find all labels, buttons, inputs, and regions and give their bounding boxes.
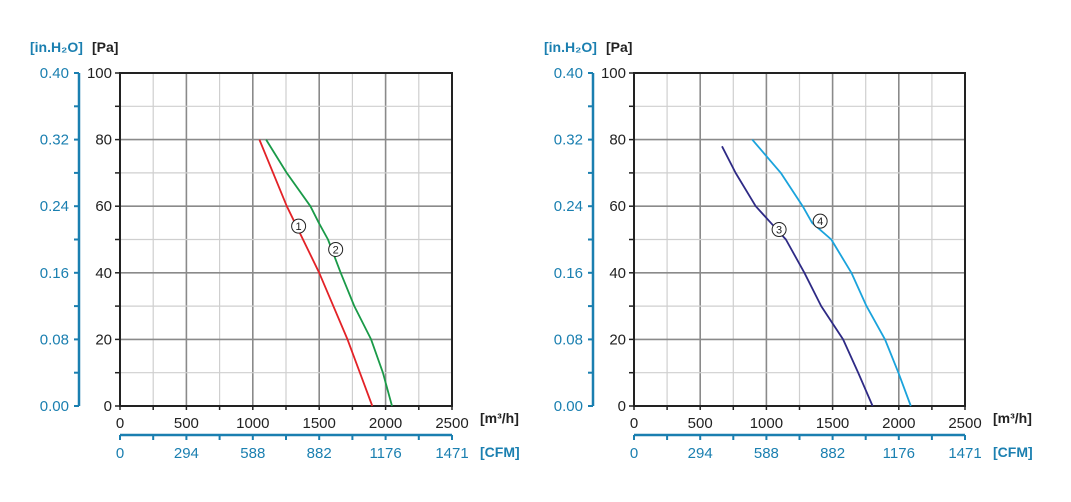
y-tick-label: 0 — [618, 398, 626, 415]
curve-label-circle — [812, 213, 828, 229]
x-tick-label: 1000 — [236, 415, 269, 432]
curve-3 — [721, 145, 874, 407]
x2-axis-unit: [CFM] — [480, 444, 520, 460]
y-tick-label: 20 — [95, 331, 112, 348]
y2-tick-label: 0.32 — [554, 132, 583, 149]
x2-tick-label: 294 — [688, 445, 713, 462]
curve-label-circle — [291, 218, 307, 234]
x2-tick-label: 1176 — [883, 445, 915, 462]
y2-axis-unit: [in.H₂O] — [544, 39, 597, 55]
y-tick-label: 40 — [95, 265, 112, 282]
x-tick-label: 1500 — [303, 415, 336, 432]
x-tick-label: 500 — [174, 415, 199, 432]
x-tick-label: 1000 — [750, 415, 783, 432]
y2-tick-label: 0.24 — [40, 198, 69, 215]
x-axis-unit: [m³/h] — [480, 410, 519, 426]
y-axis-unit: [Pa] — [606, 39, 632, 55]
x2-tick-label: 0 — [116, 445, 124, 462]
x2-tick-label: 1471 — [435, 445, 468, 462]
y-tick-label: 100 — [87, 65, 112, 82]
curve-label-1: 1 — [291, 218, 307, 234]
y-tick-label: 60 — [95, 198, 112, 215]
x2-tick-label: 588 — [240, 445, 265, 462]
y2-tick-label: 0.32 — [40, 132, 69, 149]
y2-tick-label: 0.08 — [40, 331, 69, 348]
x-tick-label: 0 — [630, 415, 638, 432]
y2-tick-label: 0.16 — [40, 265, 69, 282]
y2-tick-label: 0.40 — [40, 65, 69, 82]
curve-label-text: 3 — [776, 225, 782, 237]
y2-tick-label: 0.00 — [554, 398, 583, 415]
y-tick-label: 80 — [609, 132, 626, 149]
curve-label-circle — [771, 222, 787, 238]
x2-axis-unit: [CFM] — [993, 444, 1033, 460]
x2-tick-label: 882 — [820, 445, 845, 462]
y2-tick-label: 0.24 — [554, 198, 583, 215]
x-tick-label: 1500 — [816, 415, 849, 432]
curve-label-text: 4 — [817, 216, 823, 228]
x2-tick-label: 0 — [630, 445, 638, 462]
curve-label-text: 1 — [296, 221, 302, 233]
y-axis-unit: [Pa] — [92, 39, 118, 55]
x2-tick-label: 588 — [754, 445, 779, 462]
y-tick-label: 40 — [609, 265, 626, 282]
y2-axis-unit: [in.H₂O] — [30, 39, 83, 55]
x2-tick-label: 1176 — [369, 445, 401, 462]
y-tick-label: 60 — [609, 198, 626, 215]
y2-tick-label: 0.08 — [554, 331, 583, 348]
y-tick-label: 0 — [104, 398, 112, 415]
curve-label-4: 4 — [812, 213, 828, 229]
x-tick-label: 0 — [116, 415, 124, 432]
y-tick-label: 100 — [601, 65, 626, 82]
x2-tick-label: 294 — [174, 445, 199, 462]
x-tick-label: 2500 — [435, 415, 468, 432]
curve-label-circle — [328, 241, 344, 257]
x2-tick-label: 1471 — [948, 445, 981, 462]
curve-label-3: 3 — [771, 222, 787, 238]
x-tick-label: 2000 — [882, 415, 915, 432]
y2-tick-label: 0.00 — [40, 398, 69, 415]
curve-label-2: 2 — [328, 241, 344, 257]
x2-tick-label: 882 — [307, 445, 332, 462]
curve-label-text: 2 — [333, 244, 339, 256]
x-tick-label: 2000 — [369, 415, 402, 432]
curve-4 — [751, 139, 912, 407]
x-axis-unit: [m³/h] — [993, 410, 1032, 426]
y2-tick-label: 0.40 — [554, 65, 583, 82]
y-tick-label: 20 — [609, 331, 626, 348]
y2-tick-label: 0.16 — [554, 265, 583, 282]
y-tick-label: 80 — [95, 132, 112, 149]
x-tick-label: 2500 — [948, 415, 981, 432]
x-tick-label: 500 — [688, 415, 713, 432]
curve-1 — [258, 139, 374, 407]
